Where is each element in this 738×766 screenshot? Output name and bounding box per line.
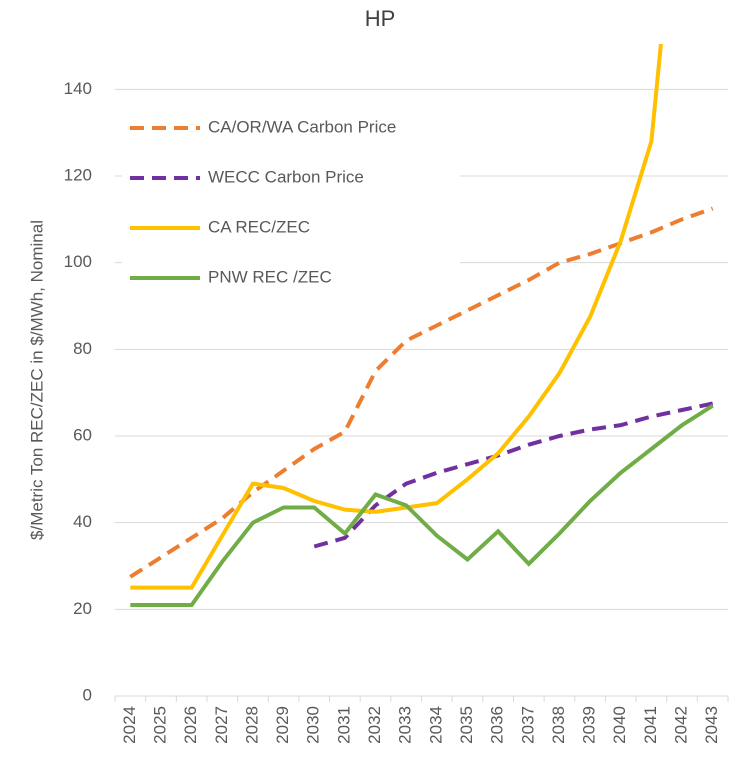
x-tick-label: 2041 <box>641 706 660 744</box>
x-tick-label: 2033 <box>396 706 415 744</box>
x-tick-label: 2031 <box>334 706 353 744</box>
y-tick-label: 140 <box>64 79 92 98</box>
legend: CA/OR/WA Carbon Price WECC Carbon Price CA… <box>122 108 460 298</box>
x-tick-label: 2025 <box>150 706 169 744</box>
x-tick-label: 2037 <box>518 706 537 744</box>
y-tick-label: 40 <box>73 512 92 531</box>
x-tick-label: 2043 <box>702 706 721 744</box>
series-line <box>130 403 714 607</box>
x-tick-label: 2034 <box>426 706 445 744</box>
y-tick-label: 0 <box>83 685 92 704</box>
x-tick-label: 2040 <box>610 706 629 744</box>
x-tick-label: 2029 <box>273 706 292 744</box>
x-tick-label: 2032 <box>365 706 384 744</box>
y-tick-label: 80 <box>73 339 92 358</box>
legend-box <box>122 108 460 298</box>
plot-area <box>129 44 714 607</box>
chart-title: HP <box>365 6 396 31</box>
x-tick-label: 2030 <box>304 706 323 744</box>
x-tick-label: 2035 <box>457 706 476 744</box>
x-tick-label: 2042 <box>672 706 691 744</box>
x-tick-label: 2026 <box>181 706 200 744</box>
y-tick-label: 120 <box>64 165 92 184</box>
x-tick-label: 2036 <box>488 706 507 744</box>
x-tick-label: 2038 <box>549 706 568 744</box>
series-line <box>313 401 714 549</box>
x-tick-label: 2027 <box>212 706 231 744</box>
legend-label: PNW REC /ZEC <box>208 267 332 286</box>
x-tick-label: 2039 <box>580 706 599 744</box>
series-line <box>129 206 714 579</box>
y-tick-label: 100 <box>64 252 92 271</box>
y-tick-label: 20 <box>73 599 92 618</box>
x-tick-label: 2028 <box>242 706 261 744</box>
legend-label: CA/OR/WA Carbon Price <box>208 117 396 136</box>
legend-label: CA REC/ZEC <box>208 217 310 236</box>
x-tick-label: 2024 <box>120 706 139 744</box>
y-axis-label: $/Metric Ton REC/ZEC in $/MWh, Nominal <box>27 220 46 540</box>
y-tick-label: 60 <box>73 425 92 444</box>
legend-label: WECC Carbon Price <box>208 167 364 186</box>
